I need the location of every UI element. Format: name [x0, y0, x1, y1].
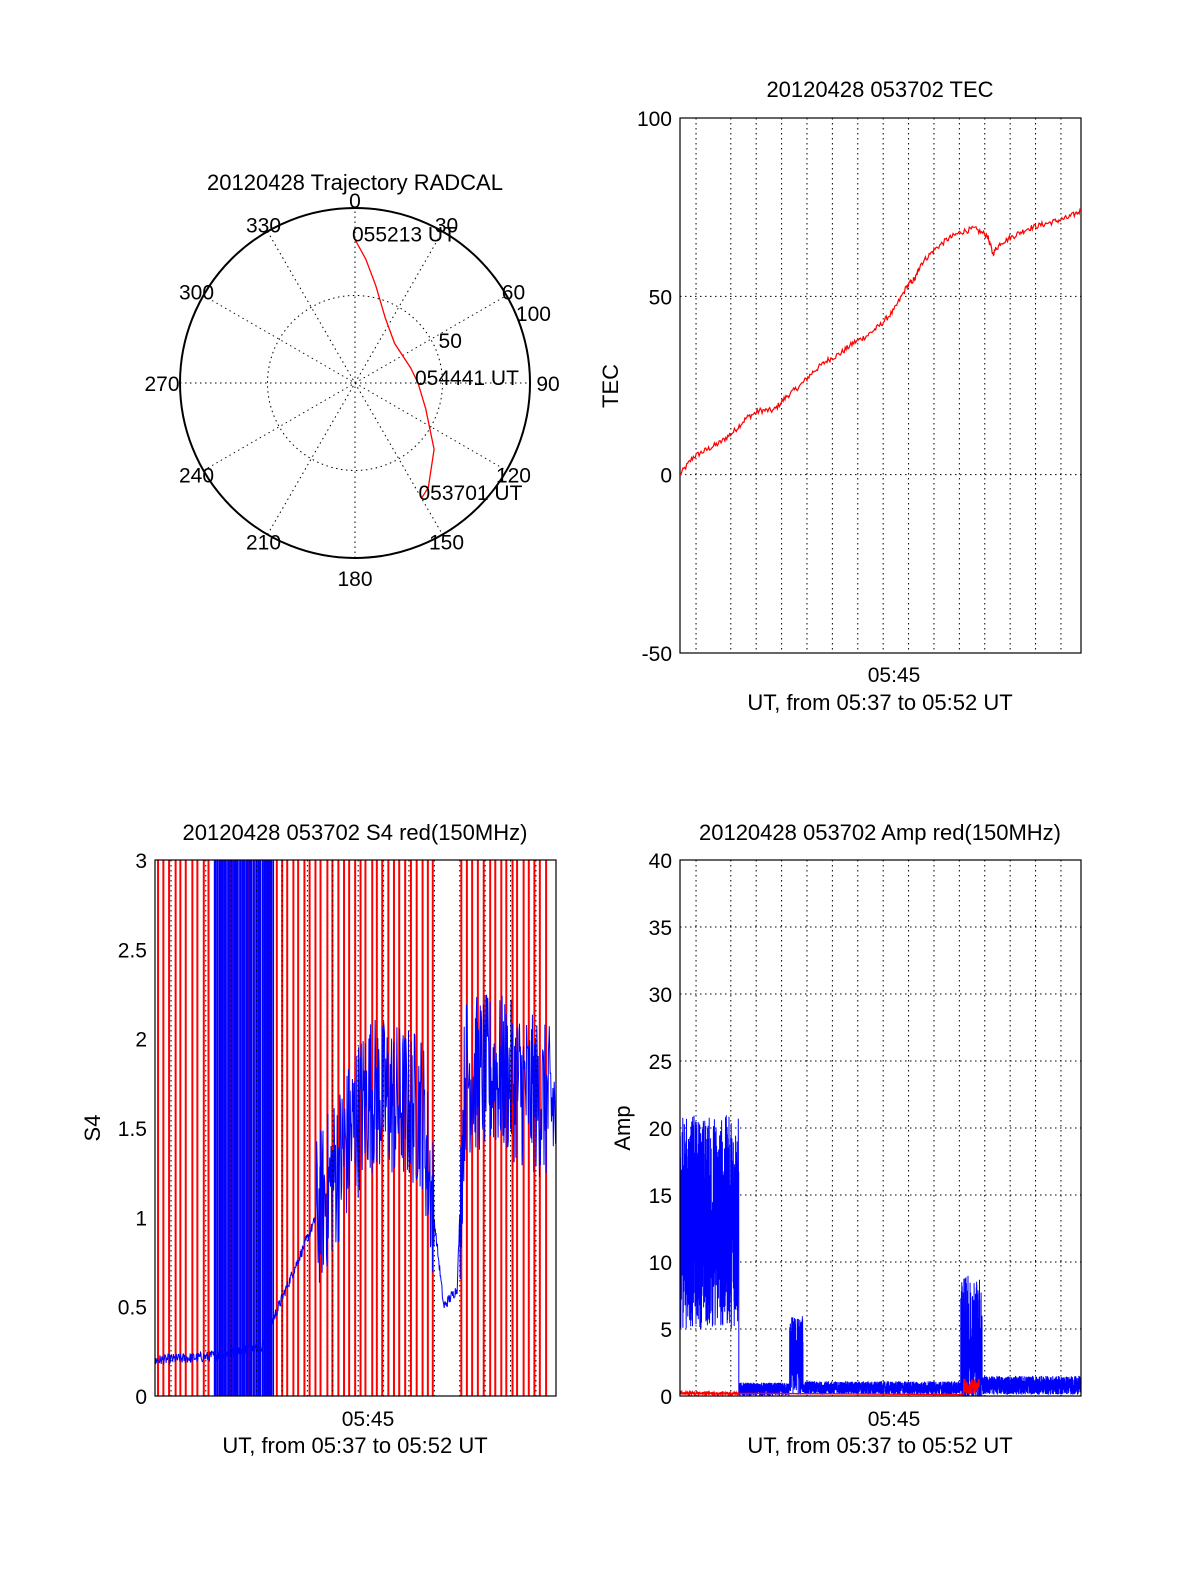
polar-inner-circle: [267, 295, 443, 471]
trajectory-annotation: 054441 UT: [415, 367, 519, 390]
tec-y-tick-label: 50: [649, 286, 672, 309]
amp-y-tick-label: 5: [660, 1319, 672, 1342]
polar-azimuth-label: 30: [435, 215, 458, 238]
s4-blue-series: [154, 994, 557, 1366]
polar-azimuth-label: 210: [246, 531, 281, 554]
s4-x-axis-label: UT, from 05:37 to 05:52 UT: [222, 1433, 487, 1458]
trajectory-annotation: 055213 UT: [352, 224, 456, 247]
tec-y-tick-label: 0: [660, 465, 672, 488]
s4-y-tick-label: 0: [135, 1386, 147, 1409]
amp-grid: [680, 860, 1081, 1396]
tec-y-tick-label: -50: [642, 643, 672, 666]
amp-title: 20120428 053702 Amp red(150MHz): [699, 820, 1061, 845]
s4-y-tick-label: 3: [135, 850, 147, 873]
s4-title: 20120428 053702 S4 red(150MHz): [183, 820, 528, 845]
tec-x-axis-label: UT, from 05:37 to 05:52 UT: [747, 690, 1012, 715]
amp-blue-series: [679, 1115, 1082, 1397]
s4-frame: [154, 859, 557, 1397]
polar-azimuth-label: 60: [502, 282, 525, 305]
tec-y-axis-label: TEC: [598, 364, 623, 408]
amp-red-series: [679, 1378, 980, 1398]
polar-grid: [179, 207, 531, 559]
s4-y-axis-label: S4: [80, 1115, 105, 1142]
amp-y-tick-label: 30: [649, 984, 672, 1007]
polar-azimuth-label: 240: [179, 465, 214, 488]
s4-y-tick-label: 1.5: [118, 1118, 147, 1141]
amp-panel: 20120428 053702 Amp red(150MHz) 0 5 10 15 20…: [610, 820, 1082, 1458]
s4-y-tick-label: 1: [135, 1207, 147, 1230]
tec-panel: 20120428 053702 TEC -50 0 50 100 05:45 UT, …: [598, 77, 1082, 715]
s4-panel: 20120428 053702 S4 red(150MHz) 0 0.5 1 1.5 2…: [80, 820, 557, 1458]
polar-azimuth-label: 270: [144, 373, 179, 396]
polar-azimuth-labels: 0 30 60 90 120 150 180 210 240 270 300 330: [144, 190, 559, 591]
amp-y-axis-label: Amp: [610, 1105, 635, 1150]
amp-y-tick-label: 0: [660, 1386, 672, 1409]
polar-radial-labels: 50 100: [439, 303, 551, 353]
polar-radial-label: 100: [516, 303, 551, 326]
tec-grid: [680, 118, 1081, 653]
s4-y-tick-labels: 0 0.5 1 1.5 2 2.5 3: [118, 850, 147, 1409]
s4-x-tick-label: 05:45: [342, 1408, 395, 1431]
s4-y-tick-label: 0.5: [118, 1297, 147, 1320]
tec-frame: [679, 117, 1082, 654]
amp-x-axis-label: UT, from 05:37 to 05:52 UT: [747, 1433, 1012, 1458]
amp-y-tick-label: 35: [649, 917, 672, 940]
polar-azimuth-label: 180: [337, 568, 372, 591]
amp-y-tick-label: 20: [649, 1118, 672, 1141]
amp-y-tick-label: 25: [649, 1051, 672, 1074]
tec-y-tick-labels: -50 0 50 100: [637, 108, 672, 666]
tec-title: 20120428 053702 TEC: [766, 77, 993, 102]
s4-y-tick-label: 2.5: [118, 939, 147, 962]
tec-y-tick-label: 100: [637, 108, 672, 131]
tec-x-tick-label: 05:45: [868, 664, 921, 687]
tec-series-line: [679, 207, 1082, 476]
polar-radial-label: 50: [439, 330, 462, 353]
polar-panel: 20120428 Trajectory RADCAL 0 30 60 90 120 150…: [144, 170, 559, 591]
trajectory-line: [354, 239, 435, 499]
polar-azimuth-label: 300: [179, 282, 214, 305]
polar-azimuth-label: 150: [429, 531, 464, 554]
polar-azimuth-label: 0: [349, 190, 361, 213]
polar-spoke: [267, 231, 443, 535]
amp-x-tick-label: 05:45: [868, 1408, 921, 1431]
amp-frame: [679, 859, 1082, 1397]
amp-y-tick-label: 40: [649, 850, 672, 873]
polar-title: 20120428 Trajectory RADCAL: [207, 170, 503, 195]
amp-y-tick-label: 10: [649, 1252, 672, 1275]
amp-y-tick-labels: 0 5 10 15 20 25 30 35 40: [649, 850, 672, 1409]
trajectory-annotations: 055213 UT 054441 UT 053701 UT: [352, 224, 523, 506]
amp-y-tick-label: 15: [649, 1185, 672, 1208]
s4-y-tick-label: 2: [135, 1029, 147, 1052]
polar-azimuth-label: 120: [496, 465, 531, 488]
trajectory-annotation: 053701 UT: [419, 482, 523, 505]
polar-azimuth-label: 90: [536, 373, 559, 396]
polar-azimuth-label: 330: [246, 215, 281, 238]
